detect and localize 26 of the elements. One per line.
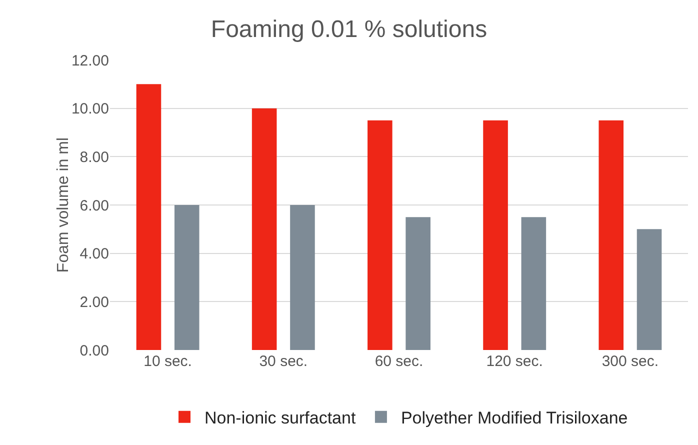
bar	[368, 120, 392, 350]
y-tick-label: 4.00	[80, 246, 109, 263]
x-tick-label: 300 sec.	[602, 353, 659, 370]
y-tick-label: 12.00	[71, 52, 109, 70]
bar	[598, 120, 624, 350]
bar	[636, 229, 662, 350]
y-tick-label: 2.00	[80, 294, 109, 311]
x-tick-label: 60 sec.	[374, 353, 424, 370]
legend-label: Non-ionic surfactant	[204, 408, 356, 428]
bar	[252, 108, 277, 350]
x-tick-label: 30 sec.	[259, 353, 308, 370]
bar	[290, 205, 315, 350]
y-tick-label: 8.00	[80, 148, 109, 166]
y-axis-title: Foam volume in ml	[55, 137, 72, 273]
bar	[136, 84, 162, 350]
x-tick-label: 120 sec.	[486, 353, 543, 370]
bar	[521, 217, 546, 350]
bar	[483, 120, 508, 350]
y-tick-label: 10.00	[71, 100, 109, 118]
bar	[406, 217, 430, 350]
y-tick-label: 0.00	[80, 342, 109, 360]
x-tick-label: 10 sec.	[144, 353, 192, 370]
bar	[174, 205, 200, 350]
y-tick-label: 6.00	[80, 197, 109, 214]
chart-title: Foaming 0.01 % solutions	[210, 16, 488, 43]
legend-label: Polyether Modified Trisiloxane	[400, 408, 628, 428]
